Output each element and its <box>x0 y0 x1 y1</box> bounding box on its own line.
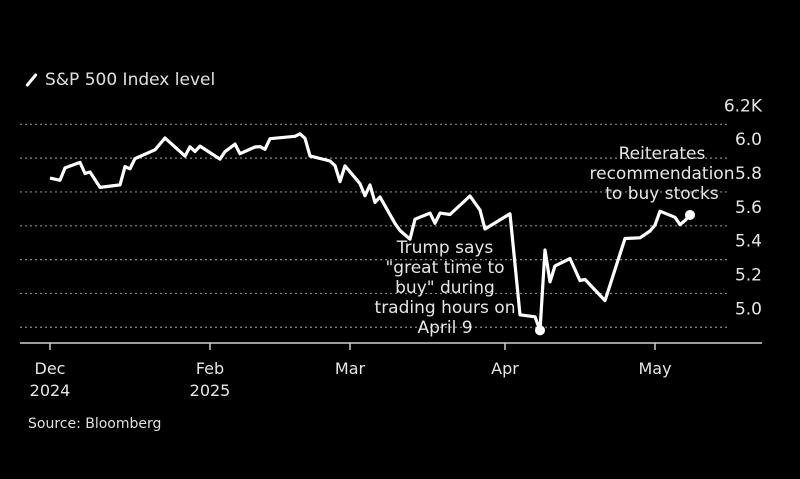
x-tick-sublabel: 2025 <box>190 381 231 400</box>
x-tick-label: Mar <box>335 359 366 378</box>
annotation-text-line: to buy stocks <box>605 184 719 204</box>
chart-title-text: S&P 500 Index level <box>45 70 216 90</box>
annotation-text-line: Reiterates <box>619 144 706 164</box>
x-tick-label: Dec <box>35 359 66 378</box>
annotation-dot <box>685 209 695 220</box>
annotation-text-line: trading hours on <box>375 298 516 318</box>
x-tick-sublabel: 2024 <box>30 381 71 400</box>
y-tick-label: 5.8 <box>735 164 762 184</box>
source-note: Source: Bloomberg <box>28 416 162 432</box>
y-axis-labels: 6.2K 6.0 5.8 5.6 5.4 5.2 5.0 <box>724 96 763 319</box>
y-tick-label: 6.0 <box>735 130 762 150</box>
y-tick-label: 5.4 <box>735 232 762 252</box>
chart-title: S&P 500 Index level <box>25 70 216 90</box>
y-tick-label: 5.0 <box>735 299 762 319</box>
y-tick-label: 5.2 <box>735 265 762 285</box>
annotation-text-line: "great time to <box>385 258 504 278</box>
gridlines <box>20 123 728 328</box>
x-axis: Dec 2024 Feb 2025 Mar Apr May <box>20 342 762 400</box>
annotation-dot <box>535 325 545 336</box>
annotation-text-line: buy" during <box>395 278 495 298</box>
y-tick-label: 6.2K <box>724 96 763 116</box>
annotation-text-line: recommendation <box>590 164 735 184</box>
annotation-text-line: Trump says <box>396 238 494 258</box>
y-tick-label: 5.6 <box>735 198 762 218</box>
x-tick-label: Feb <box>196 359 224 378</box>
series-line <box>49 132 692 332</box>
x-tick-label: Apr <box>491 359 519 378</box>
annotation-text-line: April 9 <box>417 318 472 338</box>
x-tick-label: May <box>638 359 671 378</box>
data-markers <box>535 209 695 336</box>
